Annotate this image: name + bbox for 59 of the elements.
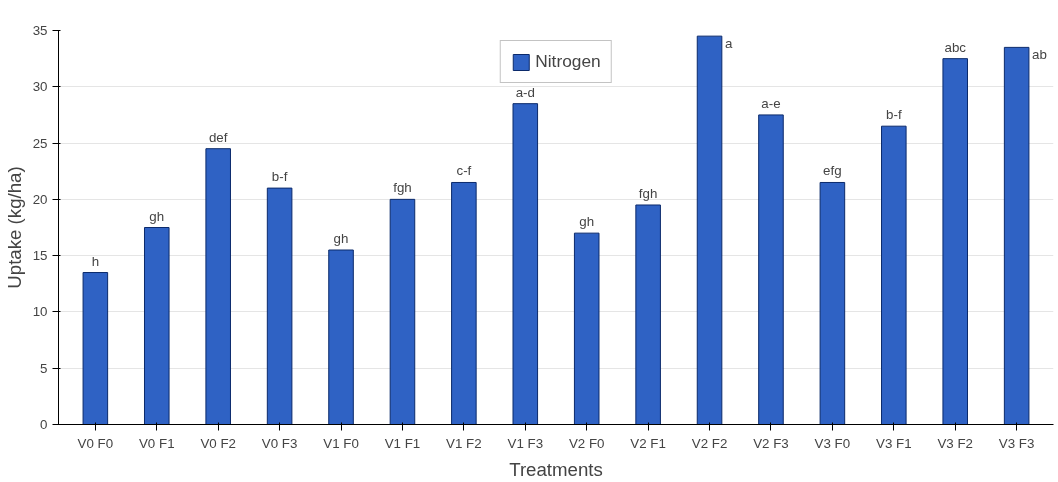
x-tick-label: V2 F0 bbox=[568, 435, 605, 451]
annotation: a-d bbox=[515, 84, 535, 100]
bar bbox=[819, 181, 846, 425]
legend-label: Nitrogen bbox=[535, 51, 601, 72]
x-tick-label: V1 F2 bbox=[446, 435, 482, 451]
x-tick-label: V1 F3 bbox=[507, 435, 544, 451]
x-tick-label: V2 F3 bbox=[753, 435, 789, 451]
annotation: b-f bbox=[886, 107, 902, 123]
annotation: b-f bbox=[271, 169, 288, 185]
x-tick-label: V3 F0 bbox=[814, 435, 851, 451]
annotation: a-e bbox=[761, 95, 781, 111]
x-tick-label: V3 F2 bbox=[937, 435, 974, 451]
annotation: abc bbox=[944, 39, 967, 55]
y-tick-label: 0 bbox=[40, 417, 48, 432]
y-tick-label: 20 bbox=[32, 191, 48, 207]
x-axis-title: Treatments bbox=[509, 458, 603, 480]
bar bbox=[389, 198, 416, 425]
bar bbox=[143, 227, 170, 425]
bar bbox=[512, 103, 539, 425]
annotation: fgh bbox=[393, 180, 412, 196]
y-tick-label: 5 bbox=[40, 360, 48, 376]
x-tick-label: V3 F1 bbox=[876, 435, 912, 451]
y-tick-label: 30 bbox=[32, 79, 48, 95]
bar bbox=[881, 125, 907, 425]
annotation: def bbox=[208, 129, 228, 145]
bar bbox=[451, 181, 477, 425]
annotation: efg bbox=[823, 163, 842, 179]
x-tick-label: V2 F1 bbox=[630, 435, 666, 451]
x-tick-label: V0 F2 bbox=[200, 435, 236, 451]
bar bbox=[573, 232, 600, 425]
annotation: ab bbox=[1032, 47, 1047, 63]
x-tick-label: V1 F0 bbox=[323, 435, 359, 451]
x-tick-label: V2 F2 bbox=[691, 435, 728, 451]
bar bbox=[82, 272, 109, 425]
bar bbox=[942, 58, 969, 425]
y-tick-label: 35 bbox=[32, 23, 48, 38]
y-tick-label: 10 bbox=[32, 304, 48, 320]
y-tick-label: 25 bbox=[32, 135, 48, 151]
y-tick-label: 15 bbox=[32, 248, 48, 264]
bar bbox=[1003, 46, 1030, 425]
annotation: c-f bbox=[456, 163, 472, 179]
annotation: a bbox=[724, 36, 733, 52]
x-tick-label: V0 F3 bbox=[261, 435, 298, 451]
annotation: gh bbox=[149, 208, 165, 224]
y-axis-title: Uptake (kg/ha) bbox=[3, 166, 25, 289]
annotation: h bbox=[91, 253, 100, 269]
annotation: gh bbox=[579, 214, 595, 230]
bar bbox=[328, 249, 354, 425]
bar bbox=[696, 35, 723, 425]
x-tick-label: V0 F0 bbox=[77, 435, 114, 451]
x-tick-label: V0 F1 bbox=[138, 435, 175, 451]
bar bbox=[266, 187, 293, 425]
annotation: fgh bbox=[638, 185, 658, 201]
bar bbox=[758, 114, 784, 425]
bar bbox=[635, 204, 661, 425]
bar bbox=[205, 148, 231, 425]
x-tick-label: V3 F3 bbox=[998, 435, 1035, 451]
annotation: gh bbox=[333, 231, 349, 247]
x-tick-label: V1 F1 bbox=[384, 435, 421, 451]
